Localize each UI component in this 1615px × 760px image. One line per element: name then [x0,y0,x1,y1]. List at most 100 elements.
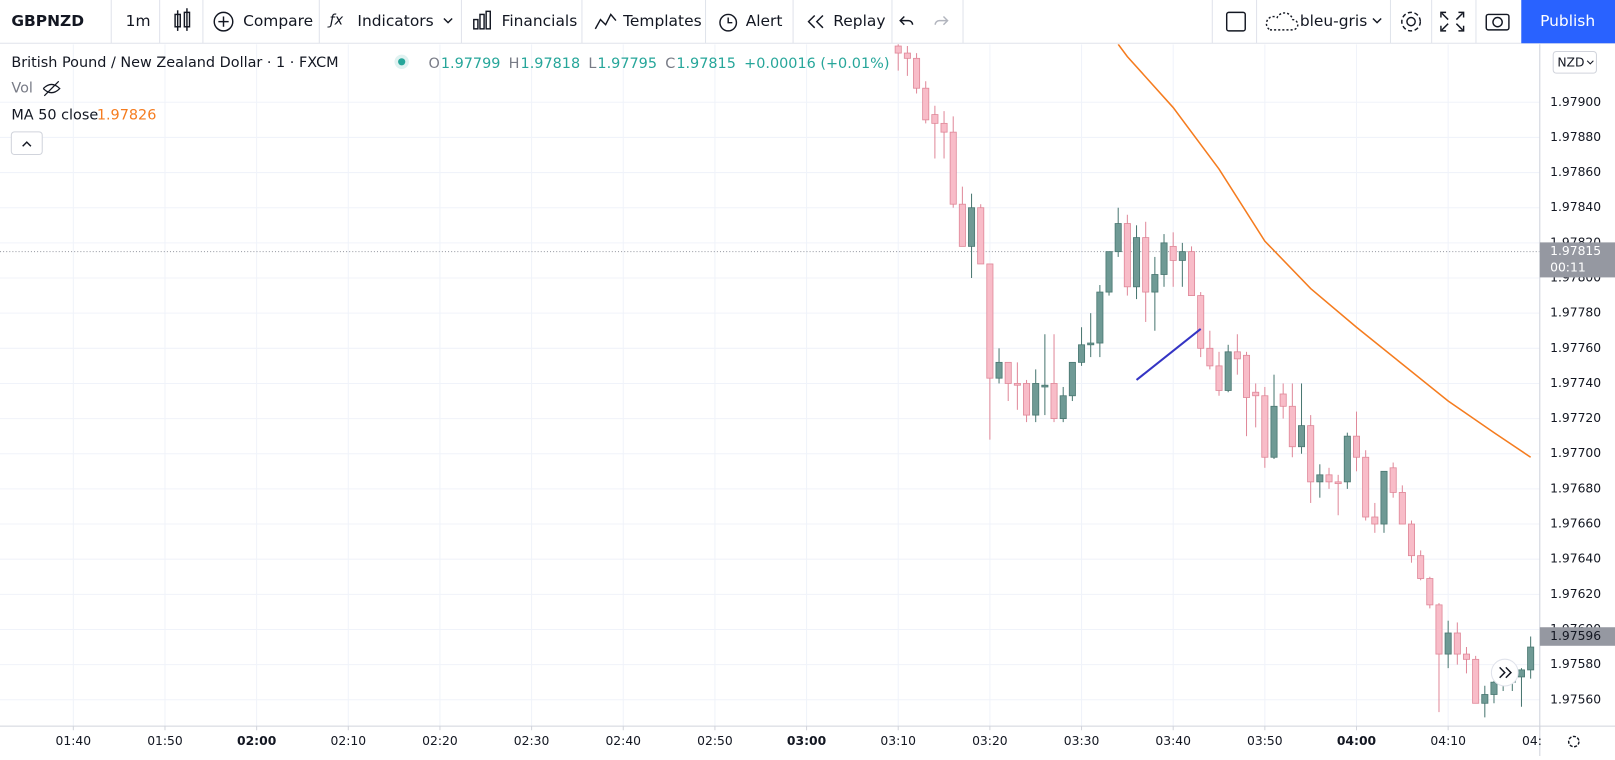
candle-body [1160,242,1168,275]
x-tick-label: 03:20 [972,734,1008,748]
candle-body [968,207,976,247]
ohlc-letter: L [588,56,596,72]
candle-body [1188,251,1196,296]
candle-body [1389,467,1397,493]
dropdown-arrow[interactable] [1372,18,1382,24]
x-tick-label: 03:10 [880,734,916,748]
x-tick-label: 03:50 [1247,734,1283,748]
x-tick-label: 03:30 [1064,734,1100,748]
candle-body [1362,456,1370,518]
expand-button[interactable] [1440,11,1465,32]
marker-price-box [1539,627,1615,646]
templates-icon[interactable] [594,13,617,30]
price-axis-bg [1539,44,1615,757]
change: +0.00016 (+0.01%) [744,56,889,72]
replay-button[interactable]: Replay [833,12,885,30]
x-tick-label: 02:00 [237,734,276,748]
candle-body [995,361,1003,379]
y-tick-label: 1.97720 [1550,411,1601,425]
currency-box[interactable] [1552,50,1597,74]
x-tick-label: 04:10 [1430,734,1466,748]
x-tick-label: 03:00 [787,734,826,748]
candle-body [986,263,994,379]
candle-body [903,52,911,59]
candle-body [1151,274,1159,293]
ma-value: 1.97826 [97,107,157,123]
legend: British Pound / New Zealand Dollar · 1 ·… [10,54,889,156]
x-tick-label: 02:30 [514,734,550,748]
chart-type-icon[interactable] [174,8,191,31]
candle-body [1087,342,1095,346]
snapshot-button[interactable] [1485,13,1510,31]
candle-body [1169,245,1177,261]
redo-button[interactable] [934,15,949,26]
hidden-icon[interactable] [42,80,61,97]
collapse-icon[interactable] [22,141,32,147]
collapse-button[interactable] [10,131,43,156]
x-tick-label: 02:10 [331,734,367,748]
y-tick-label: 1.97880 [1550,130,1601,144]
undo-button[interactable] [899,15,914,26]
axes: 1.975601.975801.976001.976201.976401.976… [0,44,1615,757]
ohlc-letter: O [428,56,439,72]
currency-label[interactable]: NZD [1557,55,1584,69]
replay-icon[interactable] [807,14,824,29]
publish-bg[interactable] [1521,0,1615,44]
plot [0,44,1540,727]
candle-body [1270,405,1278,458]
interval[interactable]: 1m [126,12,151,30]
candle-body [1197,295,1205,349]
symbol[interactable]: GBPNZD [11,12,84,30]
candle-body [1233,351,1241,360]
candle-body [1252,391,1260,397]
financials-button[interactable]: Financials [502,12,578,30]
candle-body [1224,351,1232,391]
alert-icon[interactable] [719,13,738,32]
templates-button[interactable]: Templates [622,12,701,30]
axis-corner [1540,727,1615,756]
candle-body [1407,523,1415,557]
candle-body [1041,384,1049,388]
y-tick-label: 1.97640 [1550,552,1601,566]
candle-body [1371,516,1379,525]
cloud-icon[interactable] [1265,12,1299,31]
candle-body [1417,555,1425,579]
compare-icon[interactable] [213,11,234,32]
ohlc-value: 1.97799 [441,56,501,72]
dropdown-arrow[interactable] [443,18,453,24]
indicators-icon[interactable]: ƒx [327,13,344,29]
candle-body [1096,291,1104,344]
candle-body [958,203,966,247]
compare-button[interactable]: Compare [243,12,313,30]
financials-icon[interactable] [473,10,491,30]
candle-body [949,131,957,205]
candle-body [1050,383,1058,420]
x-tick-label: 02:40 [605,734,641,748]
candle-body [1527,646,1535,671]
toolbar-bg [0,0,1615,44]
candle-body [922,87,930,121]
indicators-button[interactable]: Indicators [357,12,433,30]
x-tick-label: 01:40 [56,734,92,748]
candle-body [1142,237,1150,293]
candle-body [1490,681,1498,695]
y-tick-label: 1.97860 [1550,165,1601,179]
settings-button[interactable] [1401,11,1422,32]
candle-body [1517,669,1525,678]
layout-name[interactable]: bleu-gris [1300,12,1367,30]
ohlc-value: 1.97815 [676,56,736,72]
axis-settings[interactable] [1567,735,1580,748]
candle-body [931,114,939,124]
candle-body [1444,632,1452,655]
fullscreen-toggle[interactable] [1225,11,1246,32]
alert-button[interactable]: Alert [746,12,783,30]
candle-body [913,57,921,89]
candle-body [894,45,902,54]
ma-label: MA 50 close [11,107,98,123]
time-axis-bg [0,726,1540,756]
y-tick-label: 1.97560 [1550,692,1601,706]
publish-button[interactable]: Publish [1540,12,1595,30]
ohlc-letter: H [509,56,520,72]
